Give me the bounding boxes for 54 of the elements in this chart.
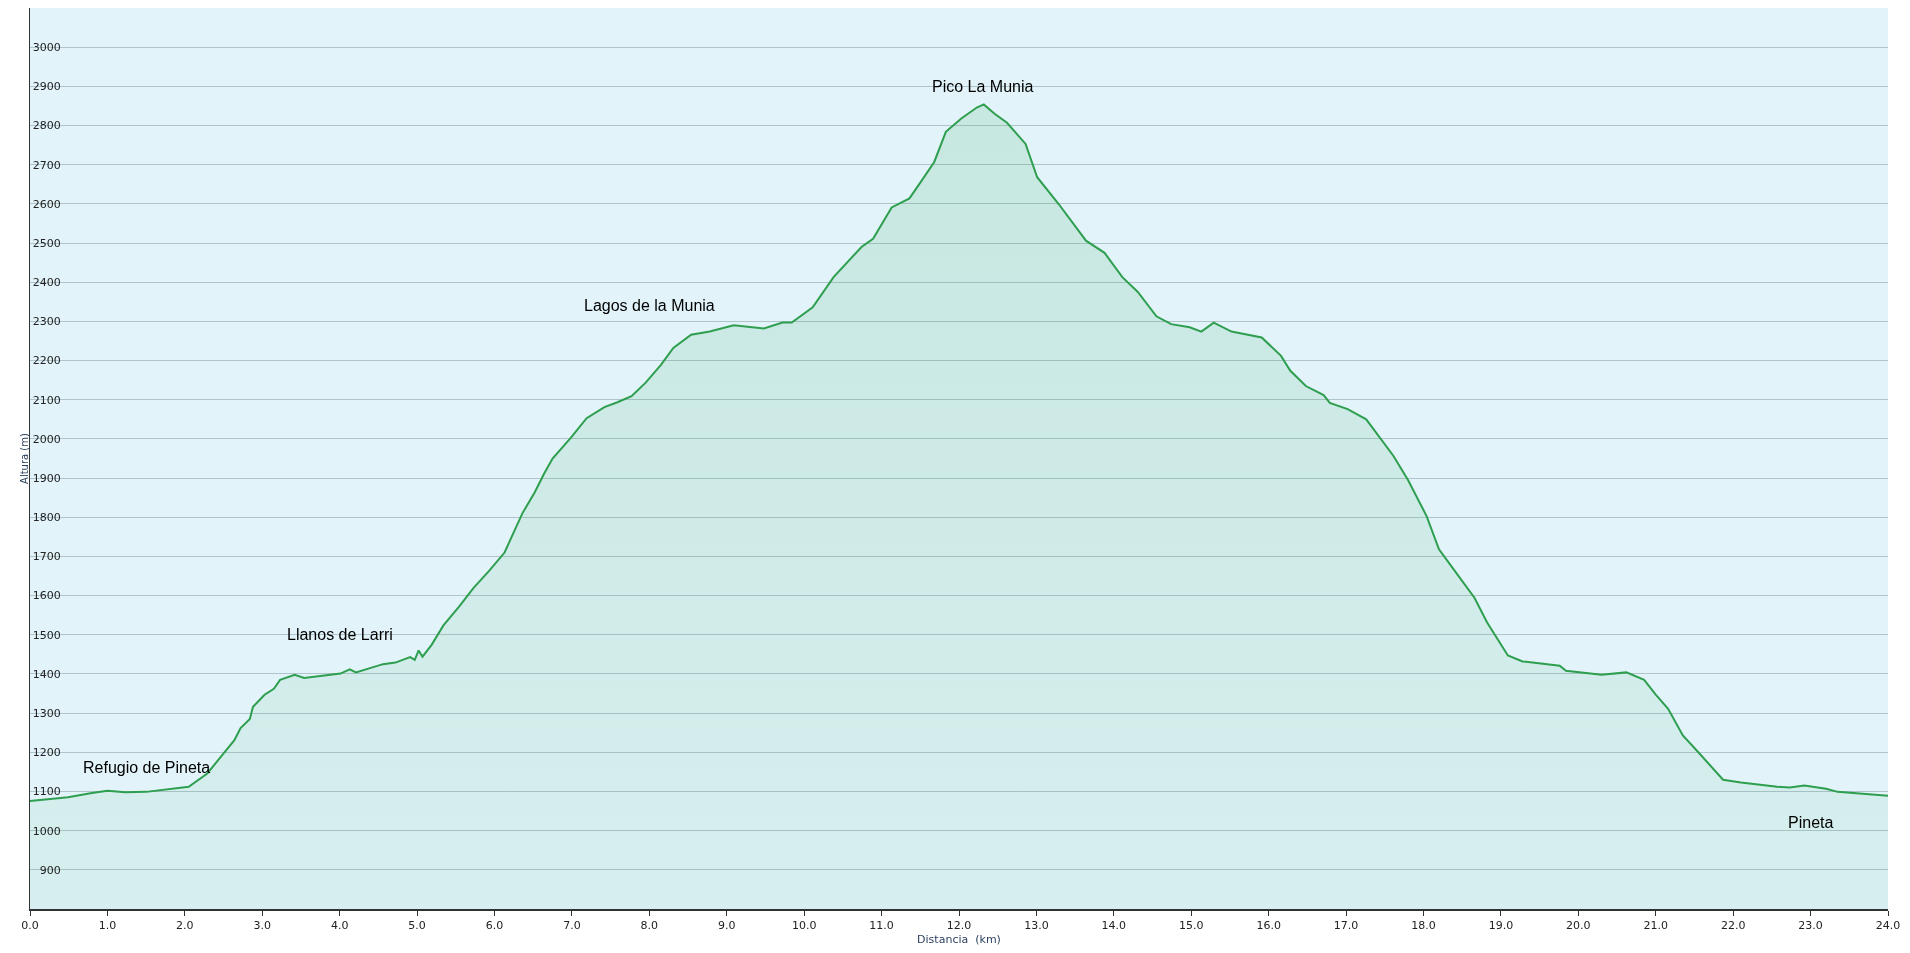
x-tick-label: 18.0 — [1411, 919, 1436, 933]
annotation: Pico La Munia — [932, 78, 1034, 95]
annotation: Refugio de Pineta — [83, 759, 211, 776]
y-axis-title: Altura (m) — [18, 432, 30, 484]
x-tick-label: 5.0 — [408, 919, 426, 933]
x-tick-label: 23.0 — [1798, 919, 1823, 933]
x-tick-label: 4.0 — [330, 919, 349, 933]
x-tick-label: 21.0 — [1643, 919, 1668, 933]
x-tick-label: 15.0 — [1179, 919, 1204, 933]
x-tick-label: 8.0 — [640, 919, 659, 933]
y-tick-label: 2600 — [32, 197, 61, 211]
annotation: Llanos de Larri — [287, 626, 393, 643]
x-tick-label: 2.0 — [176, 919, 194, 933]
y-tick-label: 2100 — [32, 393, 61, 407]
y-tick-label: 1300 — [32, 706, 61, 720]
y-tick-label: 1000 — [32, 824, 61, 838]
y-tick-label: 3000 — [32, 41, 61, 55]
x-tick-label: 10.0 — [791, 919, 817, 933]
x-tick-label: 14.0 — [1101, 919, 1127, 933]
x-tick-label: 1.0 — [98, 919, 117, 933]
x-tick-label: 12.0 — [946, 919, 972, 933]
y-tick-label: 1200 — [32, 746, 61, 760]
y-tick-label: 2800 — [32, 119, 61, 133]
x-tick-label: 17.0 — [1333, 919, 1359, 933]
x-tick-label: 16.0 — [1256, 919, 1281, 933]
y-tick-label: 900 — [39, 863, 61, 877]
y-tick-label: 2000 — [32, 432, 61, 446]
y-tick-label: 2900 — [32, 80, 61, 94]
x-tick-label: 0.0 — [21, 919, 39, 933]
x-tick-label: 22.0 — [1720, 919, 1746, 933]
x-tick-label: 13.0 — [1024, 919, 1049, 933]
x-tick-label: 11.0 — [869, 919, 894, 933]
y-tick-label: 1500 — [32, 628, 61, 642]
y-tick-label: 1800 — [32, 511, 61, 525]
annotation: Lagos de la Munia — [584, 297, 715, 314]
y-tick-label: 2500 — [32, 236, 61, 250]
x-tick-label: 24.0 — [1875, 919, 1901, 933]
x-tick-label: 19.0 — [1488, 919, 1514, 933]
x-tick-label: 9.0 — [718, 919, 736, 933]
y-tick-label: 1100 — [32, 785, 61, 799]
annotation: Pineta — [1788, 814, 1834, 831]
y-tick-label: 2200 — [32, 354, 61, 368]
y-tick-label: 2400 — [32, 276, 61, 290]
x-tick-label: 6.0 — [485, 919, 504, 933]
x-axis-title: Distancia (km) — [917, 932, 1001, 946]
x-tick-label: 7.0 — [563, 919, 581, 933]
x-tick-label: 3.0 — [253, 919, 271, 933]
y-tick-label: 2300 — [32, 315, 61, 329]
x-tick-label: 20.0 — [1566, 919, 1591, 933]
y-tick-label: 1700 — [32, 550, 61, 564]
y-tick-label: 2700 — [32, 158, 61, 172]
y-tick-label: 1600 — [32, 589, 61, 603]
y-tick-label: 1400 — [32, 667, 61, 681]
y-tick-label: 1900 — [32, 471, 61, 485]
